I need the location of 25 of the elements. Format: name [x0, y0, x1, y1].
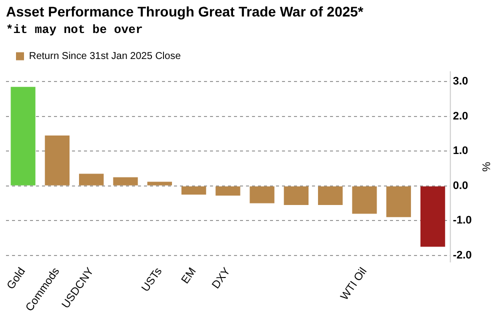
y-tick-label: 1.0 [452, 145, 468, 158]
y-tick-label: 2.0 [452, 110, 468, 122]
y-tick-label: 0.0 [452, 180, 468, 192]
y-tick-label: 3.0 [452, 76, 468, 88]
bar [113, 177, 138, 186]
bar [250, 186, 274, 204]
y-tick-label: -1.0 [452, 214, 472, 227]
bar [420, 186, 446, 247]
bar [216, 186, 240, 196]
x-tick-label: EM [179, 266, 199, 286]
chart-subtitle: *it may not be over [6, 23, 143, 38]
bar [318, 186, 343, 206]
y-axis-title: % [479, 162, 492, 172]
bar [284, 186, 309, 206]
bar [386, 186, 411, 218]
bar [10, 86, 36, 186]
bar [44, 136, 70, 186]
bar [181, 186, 206, 195]
bar [147, 182, 172, 186]
bar [79, 174, 104, 186]
x-tick-label: WTI Oil [338, 266, 370, 303]
y-tick-label: -2.0 [452, 249, 472, 262]
legend-label: Return Since 31st Jan 2025 Close [29, 50, 182, 62]
bar [352, 186, 377, 214]
chart-title: Asset Performance Through Great Trade War of 2025* [6, 3, 364, 20]
